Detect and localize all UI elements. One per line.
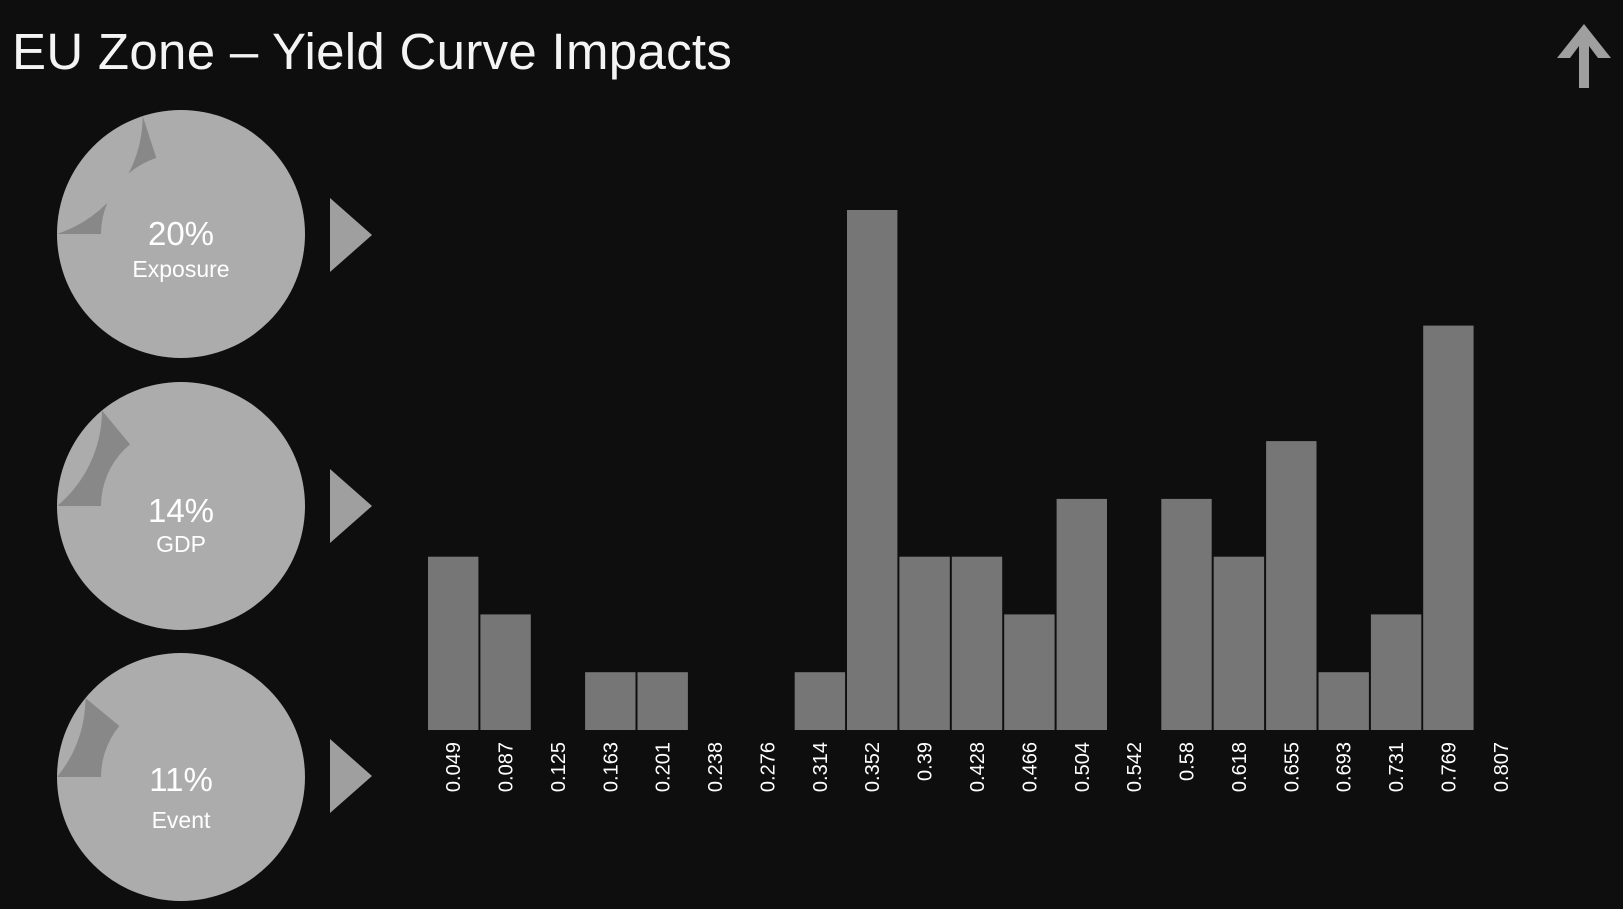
x-tick-label: 0.125 [548, 742, 570, 792]
play-icon[interactable] [330, 469, 372, 543]
x-tick-label: 0.504 [1072, 742, 1094, 792]
x-tick-label: 0.201 [653, 742, 675, 792]
x-tick-label: 0.693 [1334, 742, 1356, 792]
x-tick-label: 0.163 [600, 742, 622, 792]
play-icon[interactable] [330, 739, 372, 813]
x-tick-label: 0.655 [1281, 742, 1303, 792]
bar [1318, 672, 1369, 730]
x-tick-label: 0.618 [1229, 742, 1251, 792]
bar [794, 672, 846, 730]
kpi-label: Event [151, 807, 211, 833]
kpi-value: 20% [147, 215, 215, 252]
page-title: EU Zone – Yield Curve Impacts [12, 23, 733, 80]
bar [428, 556, 479, 730]
x-tick-label: 0.087 [496, 742, 518, 792]
x-tick-label: 0.276 [758, 742, 780, 792]
bar [1056, 498, 1107, 730]
bar [1423, 325, 1474, 730]
bar [1161, 498, 1212, 730]
bar [480, 614, 531, 730]
x-tick-label: 0.238 [705, 742, 727, 792]
kpi-value: 14% [147, 492, 215, 529]
x-tick-label: 0.049 [443, 742, 465, 792]
kpi-donut [57, 653, 305, 901]
bar [1370, 614, 1422, 730]
x-tick-label: 0.58 [1177, 742, 1199, 781]
x-tick-label: 0.352 [862, 742, 884, 792]
bar [951, 556, 1003, 730]
bar-chart: 0.049 0.087 0.125 0.163 0.201 0.238 0.276 0.314… [428, 210, 1513, 792]
up-arrow-icon[interactable] [1553, 22, 1615, 90]
x-tick-label: 0.466 [1019, 742, 1041, 792]
kpi-exposure: 20% Exposure [56, 109, 306, 359]
kpi-donut [57, 110, 305, 358]
x-tick-label: 0.428 [967, 742, 989, 792]
kpi-label: Exposure [132, 256, 230, 282]
bar [637, 672, 688, 730]
x-tick-label: 0.542 [1124, 742, 1146, 792]
kpi-gdp: 14% GDP [56, 381, 306, 631]
bar [1213, 556, 1265, 730]
x-tick-label: 0.39 [915, 742, 937, 781]
kpi-donut [57, 382, 305, 630]
bar [585, 672, 636, 730]
x-tick-label: 0.807 [1491, 742, 1513, 792]
play-icon[interactable] [330, 198, 372, 272]
bar [847, 210, 898, 730]
bar [1004, 614, 1055, 730]
x-tick-label: 0.731 [1386, 742, 1408, 792]
bar [1266, 441, 1317, 730]
kpi-label: GDP [156, 531, 206, 557]
kpi-value: 11% [149, 761, 213, 798]
kpi-event: 11% Event [56, 652, 306, 902]
bar [899, 556, 950, 730]
x-tick-label: 0.769 [1438, 742, 1460, 792]
x-tick-label: 0.314 [810, 742, 832, 792]
